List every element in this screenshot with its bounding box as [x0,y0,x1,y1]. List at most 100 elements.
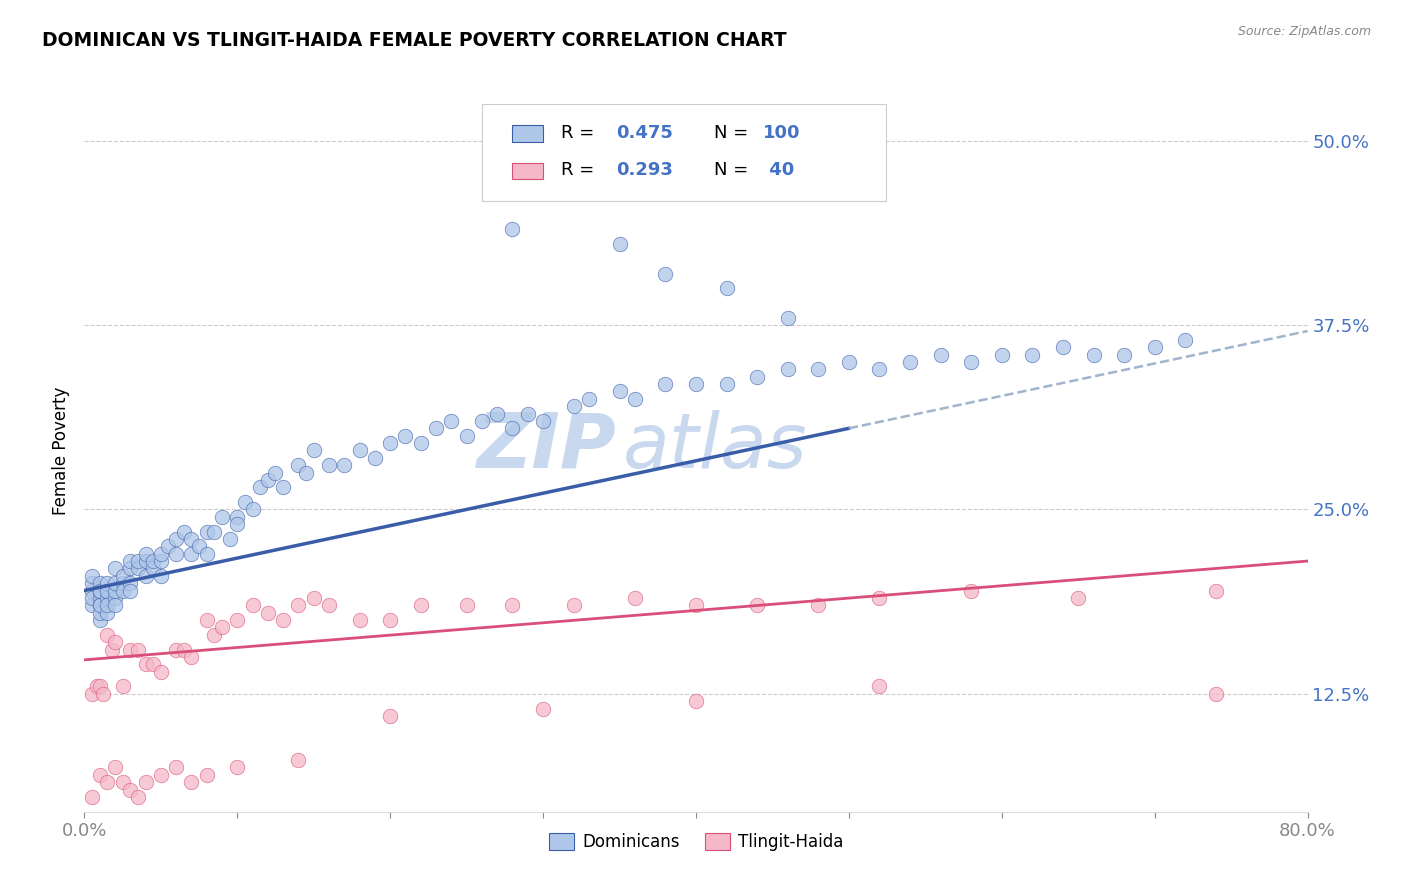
Point [333,458,356,473]
Point [202,524,225,539]
Point [1174,333,1197,347]
Point [264,466,287,480]
Point [173,524,195,539]
Point [80,599,103,613]
Y-axis label: Female Poverty: Female Poverty [52,386,70,515]
Text: atlas: atlas [623,409,807,483]
Point [716,377,738,392]
Point [120,782,142,797]
Point [502,599,524,613]
Point [188,539,211,553]
Point [960,583,983,598]
Point [96,576,118,591]
Text: R =: R = [561,161,600,179]
Point [149,554,172,568]
Text: Source: ZipAtlas.com: Source: ZipAtlas.com [1237,25,1371,38]
Point [1067,591,1090,605]
Point [111,569,134,583]
Point [89,576,111,591]
Point [96,628,118,642]
Point [807,362,830,376]
Point [96,591,118,605]
Point [747,599,769,613]
Point [111,576,134,591]
Point [456,428,478,442]
Point [364,450,387,465]
Point [127,554,149,568]
Point [654,267,676,281]
Text: ZIP: ZIP [477,409,616,483]
Text: N =: N = [714,124,748,142]
Point [86,679,108,693]
FancyBboxPatch shape [513,126,543,142]
Point [609,384,631,399]
Point [89,679,111,693]
Point [716,281,738,295]
Text: R =: R = [561,124,600,142]
Point [242,599,264,613]
Point [380,613,402,627]
Point [180,547,202,561]
Point [120,554,142,568]
Point [991,348,1014,362]
Point [127,561,149,575]
Point [202,628,225,642]
Point [287,753,309,767]
Point [96,599,118,613]
Point [226,517,249,532]
Point [425,421,447,435]
Point [257,606,280,620]
Point [149,665,172,679]
Point [409,599,432,613]
Point [89,613,111,627]
Point [409,436,432,450]
Point [233,495,256,509]
Point [838,355,860,369]
Text: N =: N = [714,161,748,179]
Point [120,576,142,591]
Point [271,480,294,494]
Point [80,569,103,583]
Point [1143,340,1166,354]
Point [486,407,509,421]
Point [127,642,149,657]
Point [624,591,647,605]
Point [96,583,118,598]
Point [257,473,280,487]
Point [149,547,172,561]
Point [104,583,127,598]
Point [104,599,127,613]
Point [1021,348,1043,362]
Point [685,377,707,392]
Point [142,554,165,568]
Point [195,524,218,539]
Point [869,591,891,605]
Point [1114,348,1136,362]
Point [685,694,707,708]
Point [89,591,111,605]
Point [111,679,134,693]
Point [562,399,585,413]
Point [471,414,494,428]
Point [578,392,600,406]
Point [287,599,309,613]
Point [120,561,142,575]
Point [295,466,318,480]
Point [96,606,118,620]
Point [869,362,891,376]
Text: 100: 100 [763,124,801,142]
Point [211,509,233,524]
Point [776,310,799,325]
Point [287,458,309,473]
Point [898,355,921,369]
Point [195,613,218,627]
Point [89,599,111,613]
Point [1205,687,1227,701]
Point [149,768,172,782]
Point [89,583,111,598]
Point [80,576,103,591]
Point [80,583,103,598]
Point [776,362,799,376]
Point [531,701,554,715]
Point [96,775,118,789]
